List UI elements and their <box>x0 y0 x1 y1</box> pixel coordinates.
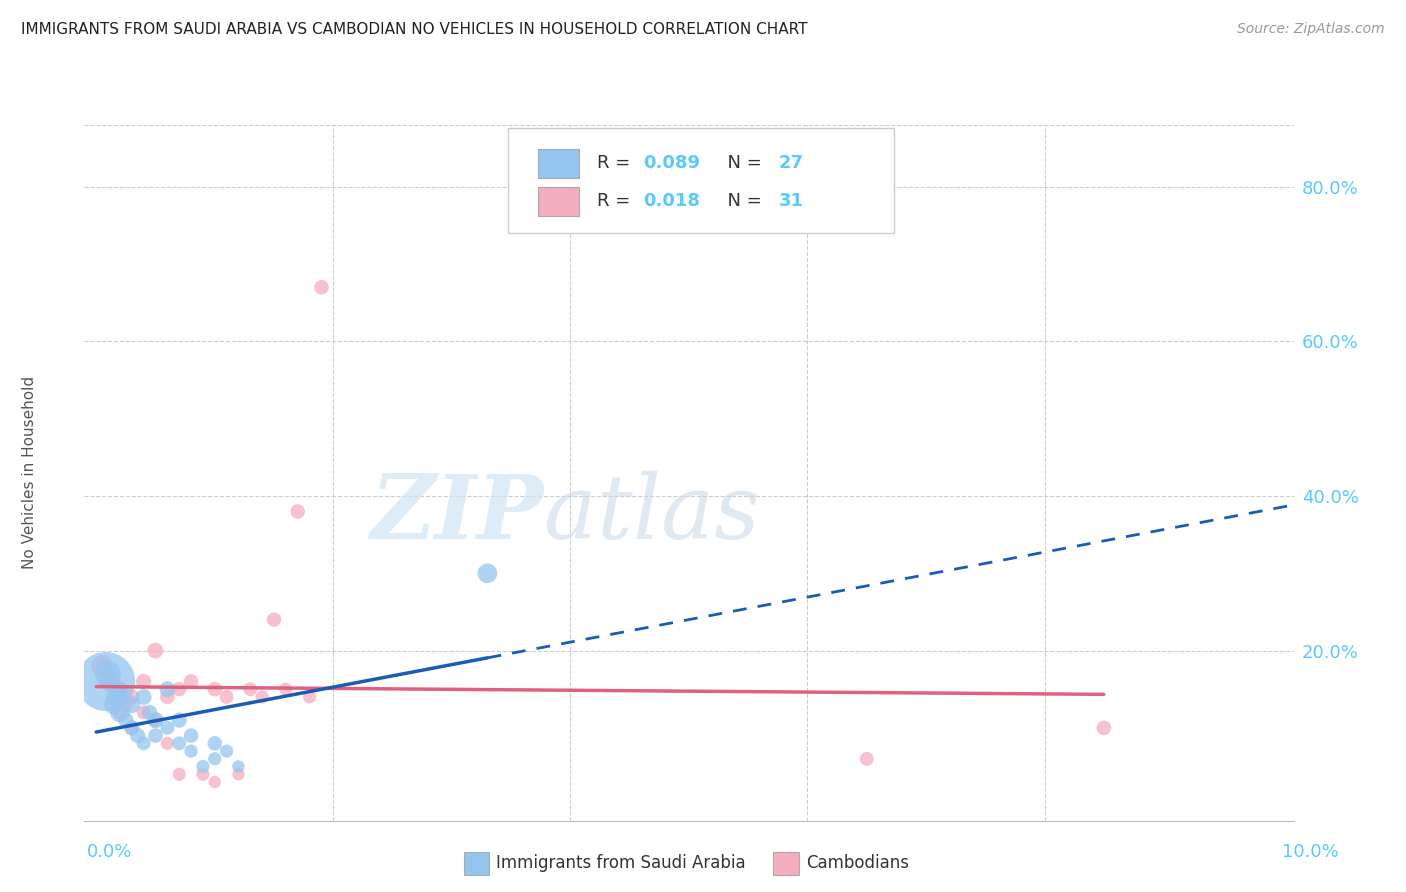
Text: IMMIGRANTS FROM SAUDI ARABIA VS CAMBODIAN NO VEHICLES IN HOUSEHOLD CORRELATION C: IMMIGRANTS FROM SAUDI ARABIA VS CAMBODIA… <box>21 22 807 37</box>
Point <box>91 659 114 673</box>
Point <box>145 713 167 727</box>
Point <box>215 690 238 704</box>
Point <box>108 706 131 720</box>
Point <box>156 682 179 697</box>
Point <box>156 690 179 704</box>
Point <box>156 736 179 750</box>
Text: 0.089: 0.089 <box>643 154 700 172</box>
Point <box>105 682 128 697</box>
Point <box>108 690 131 704</box>
Point <box>477 566 499 581</box>
Point <box>204 682 226 697</box>
Point <box>121 721 143 735</box>
Text: 0.0%: 0.0% <box>87 843 132 861</box>
Point <box>156 721 179 735</box>
Point <box>132 736 155 750</box>
Point <box>145 729 167 743</box>
Text: 31: 31 <box>779 193 803 211</box>
Point <box>191 759 214 773</box>
Text: ZIP: ZIP <box>370 471 544 558</box>
Point <box>94 674 117 689</box>
Point <box>204 736 226 750</box>
Point <box>250 690 273 704</box>
Point <box>191 767 214 781</box>
Point <box>167 736 190 750</box>
Point <box>239 682 262 697</box>
Text: 0.018: 0.018 <box>643 193 700 211</box>
Point <box>121 690 143 704</box>
Point <box>97 674 120 689</box>
Point <box>204 752 226 766</box>
Point <box>103 698 125 712</box>
Text: 27: 27 <box>779 154 803 172</box>
Text: Immigrants from Saudi Arabia: Immigrants from Saudi Arabia <box>496 855 747 872</box>
Text: Source: ZipAtlas.com: Source: ZipAtlas.com <box>1237 22 1385 37</box>
Point <box>121 721 143 735</box>
Point <box>1092 721 1115 735</box>
Point <box>274 682 297 697</box>
Point <box>180 674 202 689</box>
Point <box>97 666 120 681</box>
Point <box>145 643 167 657</box>
Point <box>180 744 202 758</box>
Point <box>132 706 155 720</box>
Text: R =: R = <box>598 154 636 172</box>
Point <box>855 752 877 766</box>
Text: R =: R = <box>598 193 636 211</box>
Point <box>138 706 160 720</box>
Point <box>228 767 250 781</box>
Point <box>145 713 167 727</box>
Point <box>132 674 155 689</box>
FancyBboxPatch shape <box>538 149 579 178</box>
Point <box>167 767 190 781</box>
Point <box>180 729 202 743</box>
Text: atlas: atlas <box>544 471 759 558</box>
Point <box>167 713 190 727</box>
Point <box>115 698 138 712</box>
Point <box>298 690 321 704</box>
Point <box>167 682 190 697</box>
Text: N =: N = <box>716 193 768 211</box>
Point <box>115 713 138 727</box>
Point <box>215 744 238 758</box>
Point <box>311 280 333 294</box>
Text: Cambodians: Cambodians <box>806 855 908 872</box>
Point <box>108 682 131 697</box>
Point <box>263 613 285 627</box>
Point <box>132 690 155 704</box>
Text: No Vehicles in Household: No Vehicles in Household <box>22 376 38 569</box>
FancyBboxPatch shape <box>538 186 579 216</box>
Point <box>108 706 131 720</box>
Point <box>127 729 149 743</box>
Point <box>287 504 309 518</box>
Point <box>103 690 125 704</box>
Point <box>204 775 226 789</box>
FancyBboxPatch shape <box>508 128 894 233</box>
Text: 10.0%: 10.0% <box>1282 843 1339 861</box>
Text: N =: N = <box>716 154 768 172</box>
Point <box>228 759 250 773</box>
Point <box>121 698 143 712</box>
